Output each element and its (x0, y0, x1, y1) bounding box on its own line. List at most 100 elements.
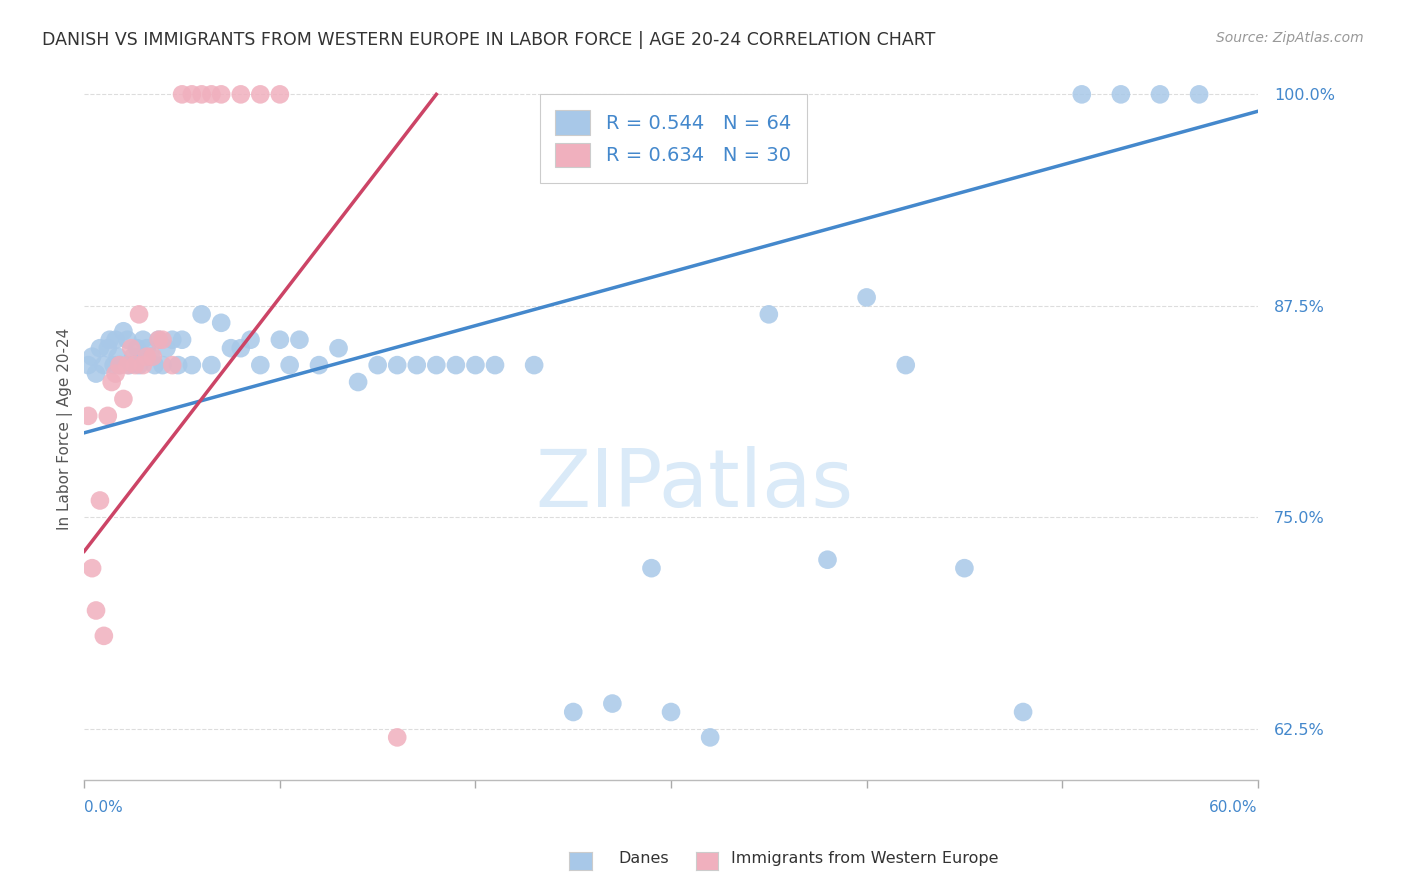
Point (190, 307, 212, 321)
Point (132, 333, 155, 347)
Point (162, 333, 184, 347)
Point (1149, 87, 1171, 102)
Point (229, 341, 252, 355)
Point (172, 333, 194, 347)
Point (190, 87, 212, 102)
Point (288, 333, 311, 347)
Point (103, 358, 125, 372)
Text: Source: ZipAtlas.com: Source: ZipAtlas.com (1216, 31, 1364, 45)
Point (162, 358, 184, 372)
Legend: R = 0.544   N = 64, R = 0.634   N = 30: R = 0.544 N = 64, R = 0.634 N = 30 (540, 95, 807, 183)
Point (855, 290, 877, 304)
Point (152, 358, 174, 372)
Point (523, 358, 546, 372)
Point (148, 333, 170, 347)
Point (122, 350, 145, 364)
Point (128, 358, 150, 372)
Point (97, 341, 120, 355)
Point (104, 367, 127, 381)
Point (249, 87, 271, 102)
Point (328, 798, 350, 813)
Text: Danes: Danes (619, 851, 669, 865)
Point (172, 87, 194, 102)
Point (817, 552, 839, 566)
Point (84, 367, 107, 381)
Point (93, 629, 115, 643)
Point (128, 307, 150, 321)
Point (249, 358, 271, 372)
Point (229, 87, 252, 102)
Point (77, 409, 100, 423)
Point (484, 358, 506, 372)
Point (98, 333, 121, 347)
Point (269, 333, 291, 347)
Point (93, 358, 115, 372)
Text: ZIPatlas: ZIPatlas (536, 446, 853, 524)
Point (120, 341, 142, 355)
Point (200, 87, 222, 102)
Point (425, 358, 447, 372)
Text: Immigrants from Western Europe: Immigrants from Western Europe (731, 851, 998, 865)
Point (82, 350, 104, 364)
Point (602, 697, 624, 711)
Point (142, 350, 165, 364)
Point (387, 358, 409, 372)
Point (640, 561, 662, 575)
Point (953, 561, 976, 575)
Point (444, 358, 467, 372)
Point (209, 87, 232, 102)
Point (387, 731, 409, 745)
Point (659, 705, 682, 719)
Point (108, 358, 131, 372)
Point (148, 333, 170, 347)
Point (135, 350, 157, 364)
Point (132, 358, 155, 372)
Point (209, 316, 232, 330)
Point (104, 333, 127, 347)
Point (562, 705, 585, 719)
Point (308, 358, 330, 372)
Point (699, 731, 721, 745)
Point (894, 358, 917, 372)
Point (97, 409, 120, 423)
Point (117, 358, 139, 372)
Point (135, 341, 157, 355)
Point (278, 358, 301, 372)
Point (367, 358, 389, 372)
Point (89, 341, 111, 355)
Point (118, 358, 141, 372)
Text: 0.0%: 0.0% (84, 800, 124, 815)
Point (200, 358, 222, 372)
Y-axis label: In Labor Force | Age 20-24: In Labor Force | Age 20-24 (58, 327, 73, 530)
Point (108, 358, 131, 372)
Point (464, 358, 486, 372)
Point (152, 333, 174, 347)
Point (328, 341, 350, 355)
Point (124, 358, 146, 372)
Point (180, 87, 202, 102)
Point (1070, 87, 1092, 102)
Point (100, 375, 122, 389)
Point (405, 358, 427, 372)
Point (112, 392, 135, 406)
Point (112, 324, 135, 338)
Point (89, 493, 111, 508)
Point (269, 87, 291, 102)
Text: DANISH VS IMMIGRANTS FROM WESTERN EUROPE IN LABOR FORCE | AGE 20-24 CORRELATION : DANISH VS IMMIGRANTS FROM WESTERN EUROPE… (42, 31, 935, 49)
Point (1188, 87, 1211, 102)
Point (117, 333, 139, 347)
Point (139, 350, 162, 364)
Point (155, 341, 177, 355)
Point (1012, 705, 1035, 719)
Point (180, 358, 202, 372)
Text: 60.0%: 60.0% (1209, 800, 1258, 815)
Point (1109, 87, 1132, 102)
Point (77, 358, 100, 372)
Point (107, 350, 129, 364)
Point (239, 333, 262, 347)
Point (758, 307, 780, 321)
Point (127, 341, 149, 355)
Point (219, 341, 242, 355)
Point (347, 375, 370, 389)
Point (167, 358, 190, 372)
